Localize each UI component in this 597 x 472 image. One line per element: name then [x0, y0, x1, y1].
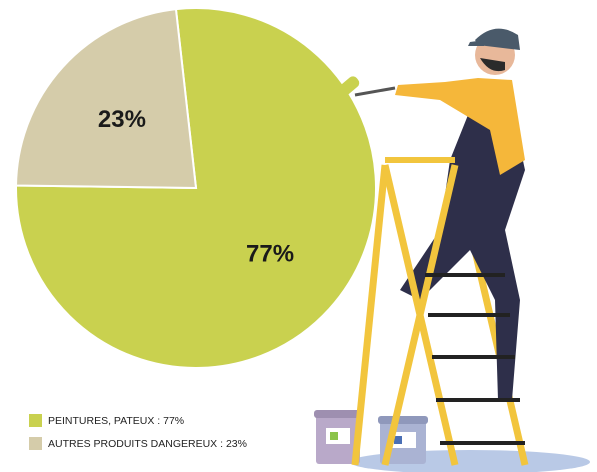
- cap: [468, 28, 520, 50]
- shirt: [395, 78, 525, 175]
- slice-label: 23%: [98, 106, 146, 133]
- legend-swatch: [29, 437, 42, 450]
- roller-handle: [354, 86, 396, 97]
- can-label-mark: [330, 432, 338, 440]
- paint-can-lid: [314, 410, 362, 418]
- beard: [480, 58, 505, 72]
- pie-slice: [15, 8, 198, 190]
- overalls: [400, 100, 525, 400]
- painter-illustration: [314, 28, 590, 472]
- pie: 77% 23%: [15, 7, 377, 369]
- roller: [338, 76, 360, 96]
- legend-label: PEINTURES, PATEUX : 77%: [48, 415, 184, 427]
- ladder-leg: [381, 164, 459, 466]
- legend-label: AUTRES PRODUITS DANGEREUX : 23%: [48, 438, 247, 450]
- can-label-mark: [394, 436, 402, 444]
- paint-can-lid: [378, 416, 428, 424]
- legend-swatch: [29, 414, 42, 427]
- ladder-leg: [351, 164, 389, 466]
- legend: PEINTURES, PATEUX : 77% AUTRES PRODUITS D…: [29, 414, 247, 450]
- slice-label: 77%: [246, 241, 294, 268]
